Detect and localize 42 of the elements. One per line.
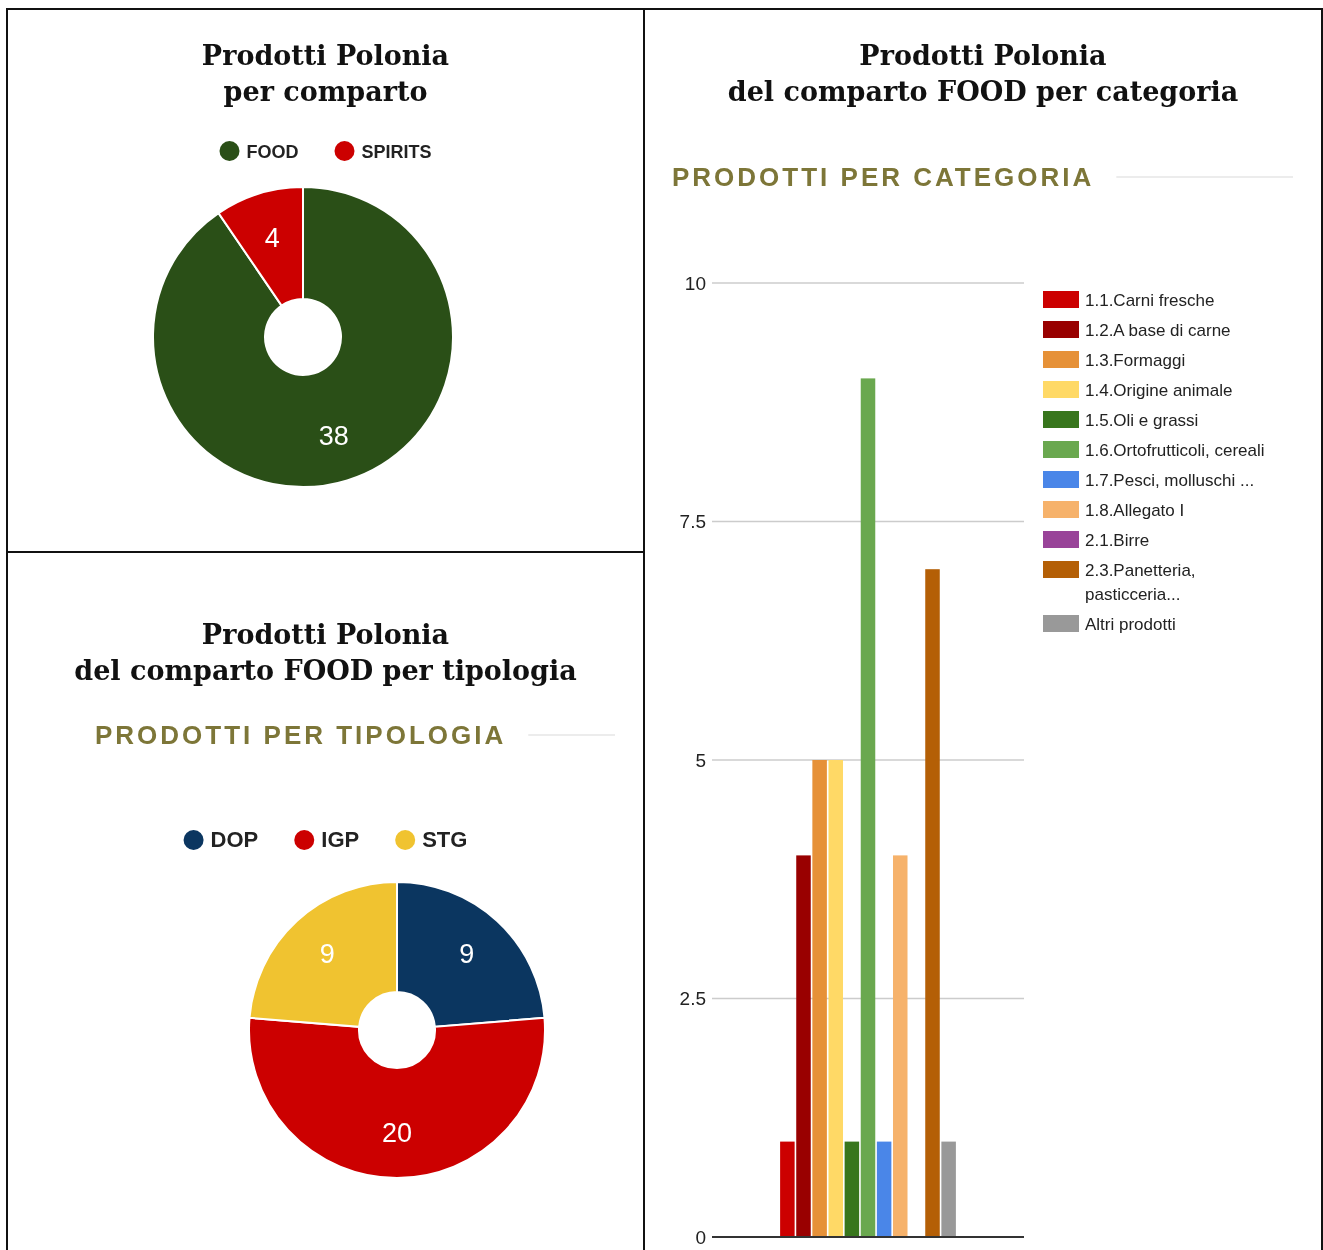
chart-title: Prodotti Polonia per comparto bbox=[201, 40, 450, 107]
bar bbox=[876, 1141, 892, 1237]
bar bbox=[796, 855, 811, 1237]
data-label: 9 bbox=[319, 939, 335, 970]
chart-subtitle: PRODOTTI PER TIPOLOGIA bbox=[95, 720, 507, 750]
y-tick-label: 5 bbox=[695, 749, 706, 771]
legend-label: STG bbox=[422, 827, 468, 852]
legend-label: IGP bbox=[321, 827, 360, 852]
legend-label: 1.5.Oli e grassi bbox=[1085, 411, 1199, 430]
data-label: 20 bbox=[381, 1118, 413, 1148]
legend-label: 2.1.Birre bbox=[1085, 531, 1150, 550]
y-tick-label: 2.5 bbox=[679, 988, 706, 1010]
y-tick-label: 0 bbox=[695, 1226, 706, 1248]
bar bbox=[812, 760, 827, 1237]
bar bbox=[893, 855, 908, 1237]
donut-slice bbox=[152, 186, 454, 488]
bar bbox=[844, 1141, 860, 1237]
legend-label: 1.7.Pesci, molluschi ... bbox=[1085, 471, 1255, 490]
legend-label: 1.4.Origine animale bbox=[1085, 381, 1233, 400]
chart-title: Prodotti Polonia del comparto FOOD per categoria bbox=[727, 40, 1239, 107]
data-label: 9 bbox=[459, 939, 475, 970]
legend-label: 1.2.A base di carne bbox=[1085, 321, 1231, 340]
legend-label: FOOD bbox=[246, 142, 299, 162]
legend-label: SPIRITS bbox=[361, 142, 432, 162]
bar bbox=[828, 760, 843, 1237]
data-label: 38 bbox=[318, 421, 349, 452]
chart-subtitle: PRODOTTI PER CATEGORIA bbox=[672, 162, 1095, 192]
y-tick-label: 10 bbox=[684, 272, 706, 294]
y-tick-label: 7.5 bbox=[679, 511, 706, 533]
legend-label: Altri prodotti bbox=[1085, 615, 1176, 634]
legend-label: 2.3.Panetteria, pasticceria... bbox=[1085, 561, 1196, 604]
bar bbox=[925, 569, 940, 1237]
bar bbox=[860, 378, 876, 1237]
legend-label: 1.8.Allegato I bbox=[1085, 501, 1185, 520]
chart-title: Prodotti Polonia del comparto FOOD per tipologia bbox=[74, 619, 577, 686]
bar bbox=[941, 1141, 956, 1237]
legend-label: 1.1.Carni fresche bbox=[1085, 291, 1215, 310]
legend-label: DOP bbox=[210, 827, 259, 852]
data-label: 4 bbox=[264, 222, 280, 253]
legend-label: 1.6.Ortofrutticoli, cereali bbox=[1085, 441, 1265, 460]
bar bbox=[780, 1141, 795, 1237]
legend-label: 1.3.Formaggi bbox=[1085, 351, 1186, 370]
